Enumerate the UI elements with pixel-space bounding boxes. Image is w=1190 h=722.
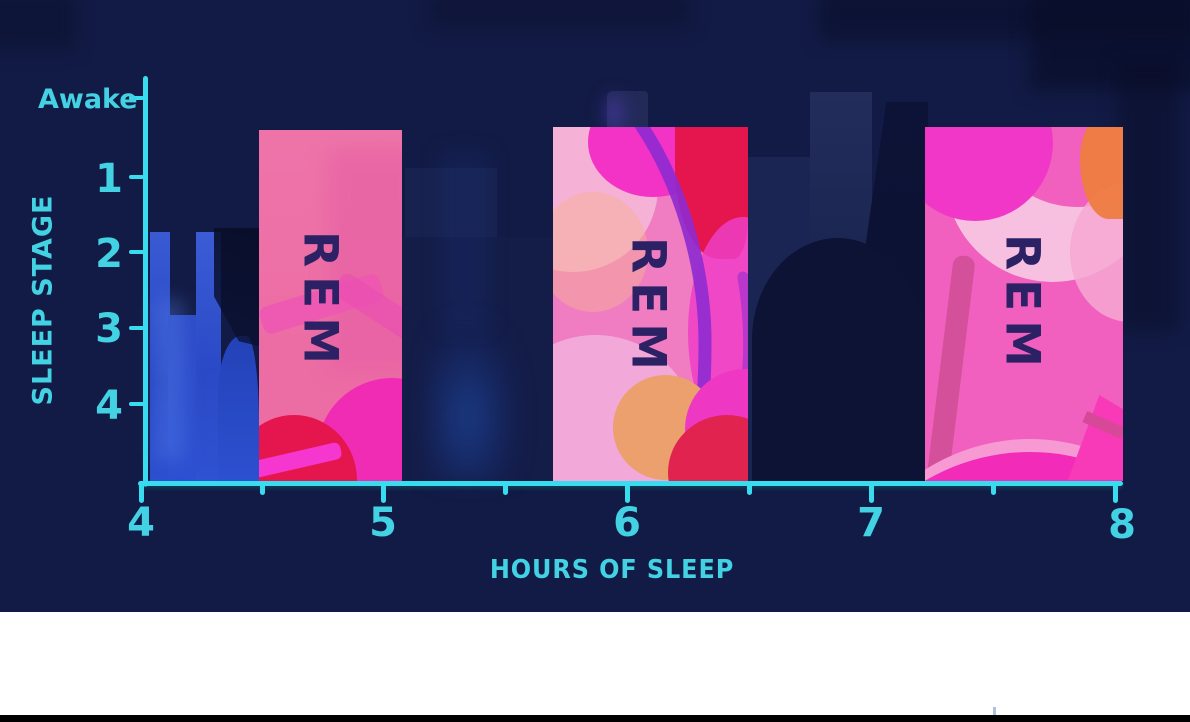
- letterbox-band: [0, 612, 1190, 722]
- y-tick-3: [129, 326, 144, 330]
- y-label-3: 3: [95, 306, 123, 352]
- rem-label: REM: [620, 236, 676, 380]
- x-axis-line: [138, 481, 1123, 486]
- background-texture: [430, 0, 690, 28]
- y-tick-awake: [129, 96, 144, 100]
- player-progress-bar[interactable]: [0, 715, 1190, 722]
- x-label-6: 6: [613, 500, 641, 546]
- x-minor-tick: [260, 481, 265, 495]
- y-label-awake: Awake: [38, 84, 138, 115]
- nrem-bar-1-notch: [168, 315, 198, 483]
- y-axis-line: [143, 76, 148, 487]
- y-tick-1: [129, 175, 144, 179]
- y-axis-title: SLEEP STAGE: [27, 194, 59, 406]
- rem3-ribbon: [1068, 395, 1123, 480]
- x-label-7: 7: [857, 500, 885, 546]
- x-tick-6: [625, 481, 630, 503]
- chart-area: REM REM: [0, 0, 1190, 612]
- y-label-2: 2: [95, 231, 123, 277]
- rem2-peach-tint: [553, 192, 648, 312]
- x-tick-8: [1113, 481, 1118, 503]
- y-label-4: 4: [95, 383, 123, 429]
- x-tick-7: [869, 481, 874, 503]
- nrem-bar-1-right: [218, 336, 259, 483]
- x-minor-tick: [747, 481, 752, 495]
- y-tick-4: [129, 402, 144, 406]
- background-texture: [0, 0, 75, 50]
- x-minor-tick: [503, 481, 508, 495]
- x-label-5: 5: [369, 500, 397, 546]
- x-label-8: 8: [1108, 502, 1136, 548]
- nrem-bar-1-highlight: [154, 300, 184, 460]
- player-progress-marker[interactable]: [993, 707, 996, 718]
- nrem-bar-1-col: [150, 232, 170, 483]
- rem-label: REM: [994, 233, 1050, 377]
- x-axis-title: HOURS OF SLEEP: [489, 555, 735, 585]
- rem-block-2: REM: [553, 127, 748, 481]
- x-minor-tick: [991, 481, 996, 495]
- nrem-block-3-mountain: [752, 238, 928, 483]
- x-tick-5: [381, 481, 386, 503]
- y-label-1: 1: [95, 156, 123, 202]
- rem3-dark-stripe: [925, 254, 976, 481]
- rem-label: REM: [292, 230, 348, 374]
- background-texture: [1118, 60, 1178, 330]
- x-tick-4: [139, 481, 144, 503]
- y-tick-2: [129, 250, 144, 254]
- rem1-shade: [329, 150, 402, 370]
- nrem-block-2-mist: [440, 150, 490, 330]
- nrem-block-2-mist: [425, 318, 520, 483]
- x-label-4: 4: [127, 500, 155, 546]
- rem-block-3: REM: [925, 127, 1123, 481]
- rem-block-1: REM: [259, 130, 402, 483]
- awake-spike-streak: [608, 98, 620, 128]
